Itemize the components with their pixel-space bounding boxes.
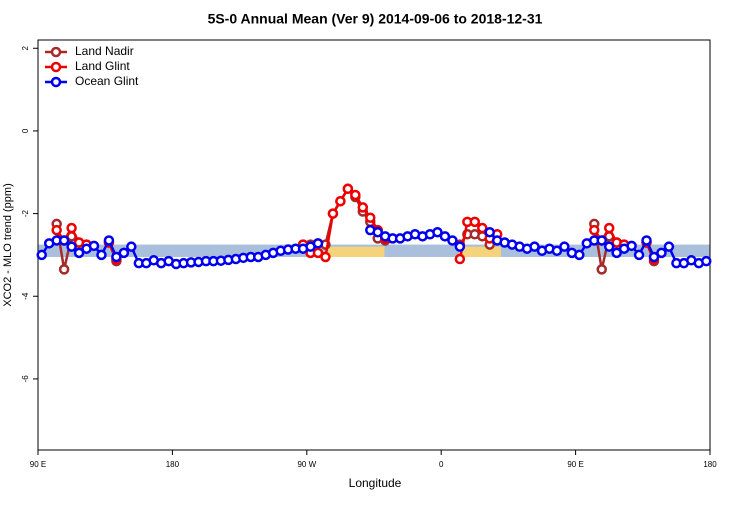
data-point <box>469 216 481 228</box>
legend-label: Land Nadir <box>75 44 134 58</box>
data-point <box>58 235 70 246</box>
legend-label: Ocean Glint <box>75 74 139 88</box>
data-point <box>111 251 122 263</box>
data-point <box>641 235 652 246</box>
y-tick-label: 2 <box>21 45 30 50</box>
x-tick-label: 90 E <box>567 460 583 469</box>
data-point <box>365 212 376 223</box>
data-point <box>596 264 607 275</box>
data-point <box>626 240 637 252</box>
data-point <box>126 241 137 252</box>
data-point <box>36 249 47 261</box>
data-point <box>603 241 615 252</box>
data-point <box>551 245 563 257</box>
data-point <box>432 226 443 238</box>
data-point <box>596 235 607 246</box>
legend-marker <box>50 46 62 58</box>
legend-marker <box>50 61 62 73</box>
data-point <box>312 247 324 259</box>
data-point <box>320 251 331 263</box>
data-point <box>312 238 324 249</box>
chart-title: 5S-0 Annual Mean (Ver 9) 2014-09-06 to 2… <box>208 11 543 27</box>
data-point <box>701 255 712 267</box>
data-point <box>447 235 458 246</box>
data-point <box>342 183 354 195</box>
data-point <box>66 241 77 252</box>
x-tick-label: 90 E <box>30 460 46 469</box>
highlight-band <box>459 246 501 257</box>
data-point <box>103 235 115 246</box>
data-point <box>477 222 488 234</box>
data-point <box>559 241 570 252</box>
data-point <box>611 247 622 259</box>
data-point <box>589 224 600 236</box>
data-point <box>656 247 667 259</box>
data-point <box>58 264 70 275</box>
data-point <box>350 189 361 201</box>
plot-frame <box>37 39 711 451</box>
data-point <box>484 226 495 238</box>
data-point <box>66 222 77 234</box>
y-axis-label: XCO2 - MLO trend (ppm) <box>2 183 14 306</box>
data-point <box>529 241 540 252</box>
highlight-band <box>324 246 385 257</box>
data-point <box>454 241 466 252</box>
legend-label: Land Glint <box>75 59 130 73</box>
data-point <box>96 249 107 261</box>
data-point <box>633 249 645 261</box>
data-point <box>454 253 466 265</box>
x-tick-label: 180 <box>166 460 180 469</box>
y-tick-label: -2 <box>21 209 30 217</box>
data-point <box>73 247 85 259</box>
data-point <box>327 208 339 219</box>
x-axis-label: Longitude <box>349 476 402 490</box>
x-tick-label: 0 <box>439 460 444 469</box>
data-point <box>663 241 675 252</box>
data-point <box>88 240 100 252</box>
y-tick-label: -4 <box>21 292 30 300</box>
data-point <box>335 195 346 207</box>
data-point <box>648 251 660 263</box>
x-tick-label: 90 W <box>297 460 316 469</box>
x-tick-label: 180 <box>703 460 717 469</box>
y-tick-label: -6 <box>21 375 30 383</box>
data-point <box>51 224 62 236</box>
data-point <box>372 226 383 238</box>
y-tick-label: 0 <box>21 128 30 133</box>
data-point <box>439 231 451 242</box>
data-point <box>603 222 615 234</box>
legend-marker <box>50 76 62 88</box>
data-point <box>574 249 585 261</box>
data-point <box>118 247 130 259</box>
data-point <box>357 202 369 213</box>
